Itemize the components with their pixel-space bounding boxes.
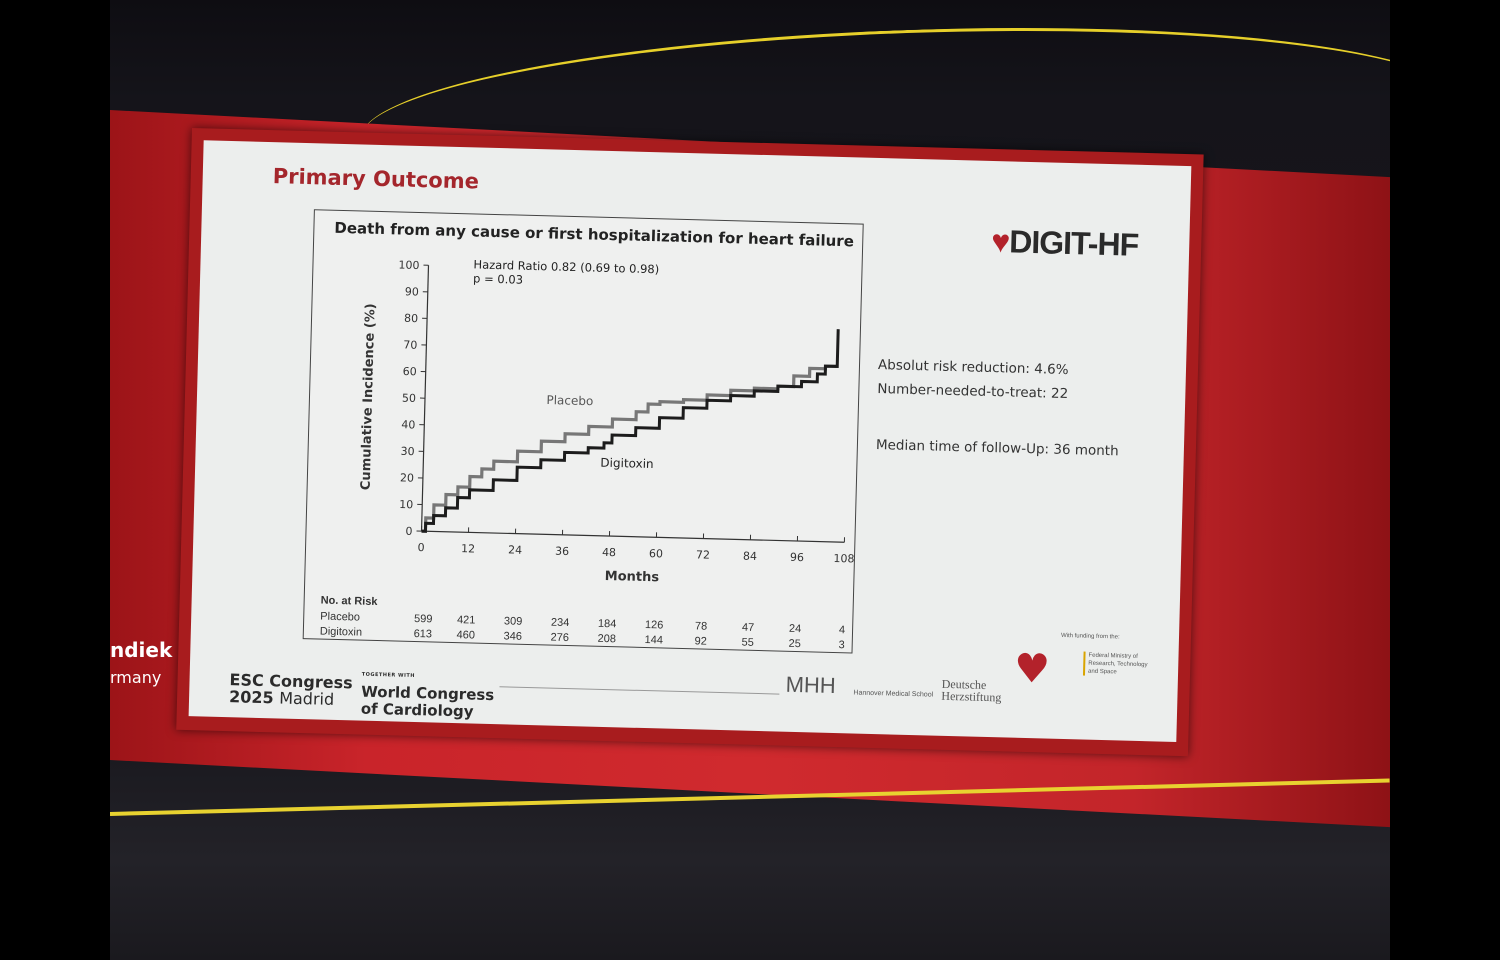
mhh-name: Hannover Medical School — [853, 689, 934, 699]
risk-cell: 184 — [597, 617, 617, 631]
risk-row-label-digitoxin: Digitoxin — [319, 625, 363, 639]
x-tick-label: 24 — [508, 543, 522, 556]
risk-cell: 276 — [550, 631, 570, 645]
series-line-placebo — [421, 364, 838, 533]
x-axis — [421, 530, 845, 543]
y-tick-label: 20 — [400, 471, 414, 484]
x-tick-label: 12 — [461, 542, 475, 555]
risk-table-label: No. at Risk — [320, 594, 378, 609]
y-tick-label: 90 — [405, 285, 419, 298]
speaker-name: ndiek — [110, 638, 173, 662]
y-tick-label: 80 — [404, 312, 418, 325]
wcc-logo: TOGETHER WITH World Congress of Cardiolo… — [360, 671, 495, 721]
km-chart: 0 10 20 30 40 50 60 70 80 90 100 0 12 24 36 48 60 72 84 96 1… — [359, 257, 855, 585]
esc-congress-logo: ESC Congress 2025 Madrid — [228, 670, 353, 709]
x-tick-label: 36 — [555, 545, 569, 558]
y-tick-label: 30 — [400, 445, 414, 458]
risk-cell: 55 — [741, 636, 754, 649]
risk-cell: 309 — [503, 615, 523, 628]
risk-cell: 78 — [694, 620, 708, 633]
heart-eye-icon: ♥ — [1013, 645, 1051, 693]
y-tick-label: 10 — [399, 498, 413, 511]
funding-label: With funding from the: — [1060, 632, 1120, 641]
series-line-digitoxin — [421, 329, 840, 533]
slide-title: Primary Outcome — [272, 164, 480, 194]
risk-cell: 208 — [597, 632, 617, 646]
slide-frame: Primary Outcome ♥DIGIT-HF Death from any… — [176, 128, 1204, 757]
risk-row-label-placebo: Placebo — [320, 610, 361, 624]
series-label-digitoxin: Digitoxin — [600, 456, 654, 471]
risk-cell: 346 — [503, 630, 523, 643]
risk-cell: 4 — [838, 624, 846, 637]
y-tick-label: 60 — [403, 365, 417, 378]
ministry-logo: Federal Ministry of Research, Technology… — [1082, 651, 1154, 678]
x-axis-label: Months — [605, 569, 660, 585]
risk-cell: 3 — [838, 639, 845, 652]
risk-cell: 126 — [644, 619, 664, 632]
risk-cell: 599 — [413, 612, 433, 626]
risk-cell: 460 — [456, 629, 476, 642]
speaker-country: rmany — [110, 668, 162, 687]
x-tick-label: 84 — [743, 550, 757, 563]
risk-cell: 613 — [413, 627, 433, 641]
p-value-annotation: p = 0.03 — [473, 271, 523, 286]
y-tick-label: 0 — [405, 525, 412, 538]
herzstiftung-logo: Deutsche Herzstiftung — [941, 676, 1002, 705]
chart-panel: Death from any cause or first hospitaliz… — [302, 209, 864, 654]
hazard-ratio-annotation: Hazard Ratio 0.82 (0.69 to 0.98) — [473, 257, 659, 276]
y-axis-label: Cumulative Incidence (%) — [359, 303, 379, 490]
y-tick-label: 50 — [402, 392, 416, 405]
risk-cell: 421 — [456, 614, 476, 627]
x-tick-label: 60 — [649, 547, 663, 560]
y-tick-label: 40 — [401, 418, 415, 431]
risk-cell: 25 — [788, 637, 801, 651]
y-tick-label: 70 — [403, 338, 417, 351]
x-tick-label: 0 — [417, 541, 424, 554]
nnt: Number-needed-to-treat: 22 — [877, 381, 1069, 403]
x-tick-label: 72 — [696, 548, 710, 561]
median-follow-up: Median time of follow-Up: 36 month — [875, 437, 1119, 460]
y-tick-label: 100 — [398, 258, 419, 272]
mhh-logo: MHH — [785, 671, 837, 699]
series-label-placebo: Placebo — [546, 393, 593, 408]
risk-cell: 24 — [788, 622, 802, 636]
footer-divider — [499, 686, 780, 695]
risk-cell: 47 — [741, 621, 755, 634]
risk-cell: 144 — [644, 634, 664, 647]
slide: Primary Outcome ♥DIGIT-HF Death from any… — [188, 140, 1192, 742]
x-tick-label: 108 — [833, 552, 854, 566]
x-tick-label: 96 — [790, 551, 804, 564]
x-tick-label: 48 — [602, 546, 616, 559]
risk-cell: 234 — [550, 616, 570, 630]
digit-hf-logo: ♥DIGIT-HF — [990, 222, 1139, 263]
stats-panel: Absolut risk reduction: 4.6% Number-need… — [876, 353, 1121, 463]
risk-cell: 92 — [694, 635, 708, 648]
